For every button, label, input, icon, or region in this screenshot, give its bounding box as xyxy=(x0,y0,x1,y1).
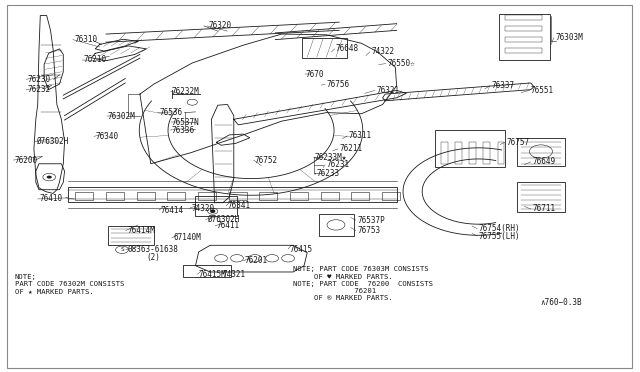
Bar xyxy=(137,192,155,200)
Bar xyxy=(505,37,542,42)
Text: 76200: 76200 xyxy=(15,155,38,164)
Bar xyxy=(259,192,277,200)
Text: Ø76302H: Ø76302H xyxy=(207,215,239,224)
Text: 76340: 76340 xyxy=(95,132,118,141)
Text: 76755(LH): 76755(LH) xyxy=(478,231,520,241)
Text: 76537N: 76537N xyxy=(172,118,200,127)
Bar xyxy=(483,141,490,164)
Text: 76320: 76320 xyxy=(208,22,232,31)
Text: Ø76302H: Ø76302H xyxy=(36,137,68,146)
Bar xyxy=(456,141,462,164)
Text: 76211: 76211 xyxy=(339,144,362,153)
Bar xyxy=(106,192,124,200)
Text: 08363-61638: 08363-61638 xyxy=(127,245,178,254)
Bar xyxy=(516,182,564,212)
Text: 76303M: 76303M xyxy=(555,33,583,42)
Text: 76415: 76415 xyxy=(289,244,312,253)
Text: 76752: 76752 xyxy=(255,155,278,164)
Text: 74322: 74322 xyxy=(371,47,394,56)
Text: 76232: 76232 xyxy=(28,85,51,94)
Text: 76756: 76756 xyxy=(326,80,349,89)
Bar xyxy=(442,141,448,164)
Bar xyxy=(499,14,550,60)
Text: 7670: 7670 xyxy=(306,70,324,78)
Text: 74321: 74321 xyxy=(223,270,246,279)
Text: 76233M★: 76233M★ xyxy=(315,153,348,161)
Text: 76210: 76210 xyxy=(84,55,107,64)
Text: 76754(RH): 76754(RH) xyxy=(478,224,520,233)
Bar xyxy=(382,192,400,200)
Text: 76550☆: 76550☆ xyxy=(387,59,415,68)
Text: 76648: 76648 xyxy=(336,44,359,53)
Text: 76231: 76231 xyxy=(326,160,349,169)
Text: 76711: 76711 xyxy=(532,205,555,214)
Bar xyxy=(302,38,347,58)
Text: 76201: 76201 xyxy=(244,256,268,265)
Text: OF ★ MARKED PARTS.: OF ★ MARKED PARTS. xyxy=(15,289,93,295)
Text: NOTE; PART CODE 76303M CONSISTS: NOTE; PART CODE 76303M CONSISTS xyxy=(293,266,429,272)
Bar xyxy=(108,226,154,245)
Text: OF ♥ MARKED PARTS.: OF ♥ MARKED PARTS. xyxy=(314,274,392,280)
Text: S: S xyxy=(120,247,124,252)
Text: (2): (2) xyxy=(147,253,160,262)
Text: 76753: 76753 xyxy=(357,226,380,235)
Bar xyxy=(290,192,308,200)
Text: NOTE;: NOTE; xyxy=(15,274,36,280)
Text: 76302M: 76302M xyxy=(108,112,136,121)
Text: 76411: 76411 xyxy=(216,221,239,230)
Text: 76341: 76341 xyxy=(227,201,250,210)
Bar xyxy=(228,192,246,200)
Text: 76233: 76233 xyxy=(317,169,340,177)
Text: 74320: 74320 xyxy=(191,204,214,213)
Text: 76536: 76536 xyxy=(159,108,182,117)
Bar xyxy=(497,141,504,164)
Text: 76410: 76410 xyxy=(39,195,62,203)
Bar xyxy=(168,192,185,200)
Text: 76415M: 76415M xyxy=(198,270,227,279)
Bar xyxy=(351,192,369,200)
Bar xyxy=(68,187,397,202)
Text: 76537P: 76537P xyxy=(357,216,385,225)
Bar xyxy=(195,196,237,217)
Bar xyxy=(505,26,542,31)
Text: 76336: 76336 xyxy=(172,125,195,135)
Bar xyxy=(182,265,230,277)
Text: 76757: 76757 xyxy=(506,138,529,147)
Text: NOTE; PART CODE  76200  CONSISTS: NOTE; PART CODE 76200 CONSISTS xyxy=(293,281,433,287)
Text: 76230: 76230 xyxy=(28,75,51,84)
Bar xyxy=(516,138,564,166)
Bar xyxy=(321,192,339,200)
Text: 76311: 76311 xyxy=(349,131,372,141)
Text: 76337: 76337 xyxy=(491,81,515,90)
Text: 76201: 76201 xyxy=(293,288,376,294)
Text: 76414: 76414 xyxy=(161,206,184,215)
Bar xyxy=(198,192,216,200)
Text: 67140M: 67140M xyxy=(173,233,201,243)
Text: 76649: 76649 xyxy=(532,157,555,166)
Text: OF ® MARKED PARTS.: OF ® MARKED PARTS. xyxy=(314,295,392,301)
Bar xyxy=(505,48,542,53)
Bar xyxy=(435,131,505,167)
Bar xyxy=(319,214,354,236)
Text: 76321: 76321 xyxy=(376,86,399,95)
Text: PART CODE 76302M CONSISTS: PART CODE 76302M CONSISTS xyxy=(15,281,124,287)
Text: ∧760−0.3B: ∧760−0.3B xyxy=(540,298,582,307)
Text: 76232M: 76232M xyxy=(172,87,200,96)
Text: 76551: 76551 xyxy=(531,86,554,95)
Text: 76414M: 76414M xyxy=(127,226,155,235)
Circle shape xyxy=(47,176,52,179)
Circle shape xyxy=(211,210,214,212)
Bar xyxy=(76,192,93,200)
Bar xyxy=(469,141,476,164)
Bar xyxy=(505,15,542,20)
Text: 76310: 76310 xyxy=(74,35,97,44)
